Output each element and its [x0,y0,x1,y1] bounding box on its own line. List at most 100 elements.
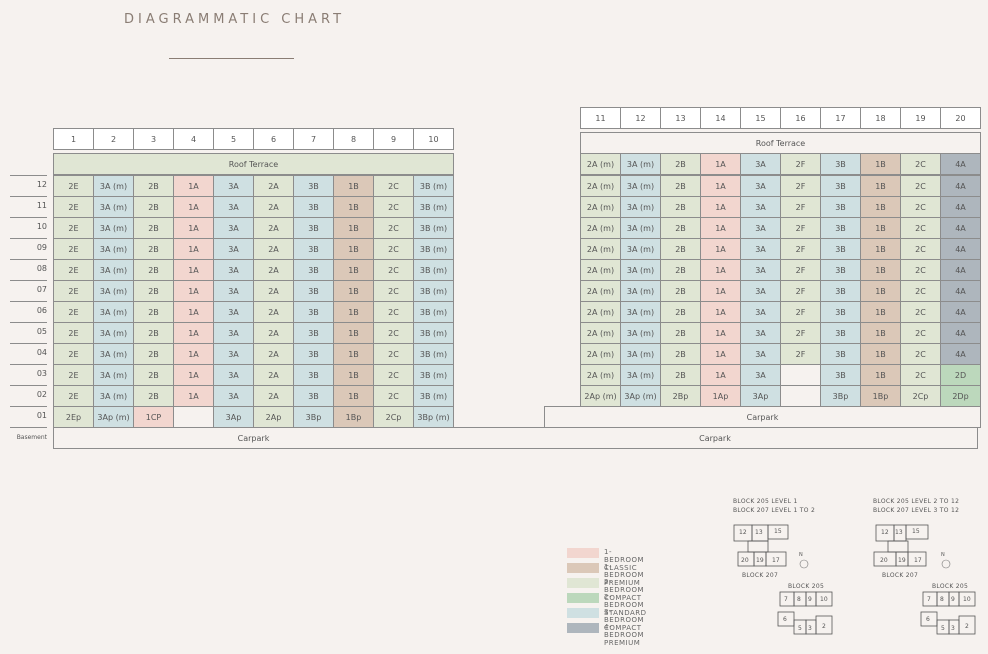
unit-cell: 3A (m) [93,322,134,344]
unit-cell: 2C [900,175,941,197]
unit-cell: 2E [53,343,94,365]
unit-cell: 2C [900,364,941,386]
keyplan-subtitle: BLOCK 207 LEVEL 3 TO 12 [873,507,960,514]
unit-cell: 3Bp (m) [413,406,454,428]
unit-label: 12 [881,529,889,536]
unit-label: 2 [965,623,969,630]
unit-cell: 1Ap [700,385,741,407]
unit-cell: 1B [860,322,901,344]
block-205-label: BLOCK 205 [932,583,969,590]
unit-cell: 1B [860,153,901,175]
unit-label: 5 [798,625,802,632]
unit-cell: 2A (m) [580,196,621,218]
unit-cell: 2A [253,343,294,365]
unit-cell: 3A [213,196,254,218]
title-underline [169,58,294,59]
unit-cell: 2F [780,259,821,281]
unit-cell: 3Bp [293,406,334,428]
unit-cell: 2A [253,301,294,323]
unit-cell: 2C [373,364,414,386]
basement-carpark-left: Carpark [53,427,454,449]
unit-cell: 3B [293,175,334,197]
north-arrow-icon [941,559,951,569]
unit-cell: 4A [940,175,981,197]
unit-cell: 2Ep [53,406,94,428]
block-207-floorplan: 12 13 15 20 19 17 N [873,524,951,569]
unit-cell: 2C [373,322,414,344]
unit-cell: 4A [940,343,981,365]
unit-cell: 1A [700,196,741,218]
unit-cell: 3B [293,364,334,386]
unit-cell: 2F [780,238,821,260]
unit-cell: 3Ap (m) [93,406,134,428]
unit-cell: 2A (m) [580,280,621,302]
north-label: N [799,552,803,558]
unit-cell: 3B (m) [413,175,454,197]
unit-label: 13 [755,529,763,536]
legend-swatch [567,608,599,618]
basement-carpark-right: Carpark [453,427,978,449]
unit-cell: 1CP [133,406,174,428]
unit-cell: 2C [900,301,941,323]
unit-cell: 3B [293,343,334,365]
legend-label: 1-BEDROOM PREMIUM [604,563,645,587]
north-arrow-icon [799,559,809,569]
unit-label: 12 [739,529,747,536]
unit-cell: 1A [173,175,214,197]
block-207-label: BLOCK 207 [742,572,779,579]
keyplan-title: BLOCK 205 LEVEL 2 TO 12 [873,498,960,505]
level-label: 07 [10,280,47,301]
stack-header: 17 [820,107,861,129]
unit-label: 10 [963,596,971,603]
legend-label: 4-BEDROOM PREMIUM [604,623,645,647]
unit-cell: 3B (m) [413,364,454,386]
unit-cell: 2E [53,385,94,407]
block-205-floorplan: 7 8 9 10 6 5 3 2 [920,591,976,635]
level-label: 05 [10,322,47,343]
unit-cell: 2A [253,259,294,281]
legend-label: 3-BEDROOM COMPACT [604,608,645,632]
stack-header: 8 [333,128,374,150]
unit-cell: 1A [700,175,741,197]
unit-cell: 2B [133,196,174,218]
unit-label: 3 [951,625,955,632]
unit-cell: 3A (m) [93,259,134,281]
unit-cell: 3B (m) [413,196,454,218]
keyplan-subtitle: BLOCK 207 LEVEL 1 TO 2 [733,507,816,514]
unit-cell: 2C [900,217,941,239]
unit-cell: 3A (m) [93,343,134,365]
unit-cell: 1B [860,301,901,323]
unit-cell: 1A [700,238,741,260]
unit-cell: 3B (m) [413,217,454,239]
unit-cell: 2C [373,301,414,323]
unit-cell: 2B [660,364,701,386]
unit-cell: 3A (m) [93,301,134,323]
unit-cell: 1Bp [860,385,901,407]
unit-label: 19 [898,557,906,564]
unit-cell: 2Bp [660,385,701,407]
unit-cell: 1B [333,259,374,281]
keyplan-title: BLOCK 205 LEVEL 1 [733,498,798,505]
unit-cell: 2Ap (m) [580,385,621,407]
unit-cell: 3Bp [820,385,861,407]
unit-cell: 3B [820,322,861,344]
unit-cell: 3B [820,343,861,365]
unit-label: 3 [808,625,812,632]
unit-cell: 3A [740,217,781,239]
unit-cell: 2C [900,280,941,302]
carpark-level1-right: Carpark [544,406,981,428]
unit-cell: 3A (m) [93,364,134,386]
unit-cell: 1A [173,196,214,218]
unit-cell: 3A (m) [93,196,134,218]
unit-cell: 2A (m) [580,175,621,197]
unit-cell: 3A [740,175,781,197]
stack-header: 12 [620,107,661,129]
unit-cell: 2C [373,259,414,281]
unit-cell: 1A [700,322,741,344]
unit-cell: 4A [940,259,981,281]
unit-cell: 1A [173,301,214,323]
unit-cell: 2B [660,280,701,302]
unit-cell: 2B [133,259,174,281]
block-205-label: BLOCK 205 [788,583,825,590]
unit-cell: 2B [133,364,174,386]
